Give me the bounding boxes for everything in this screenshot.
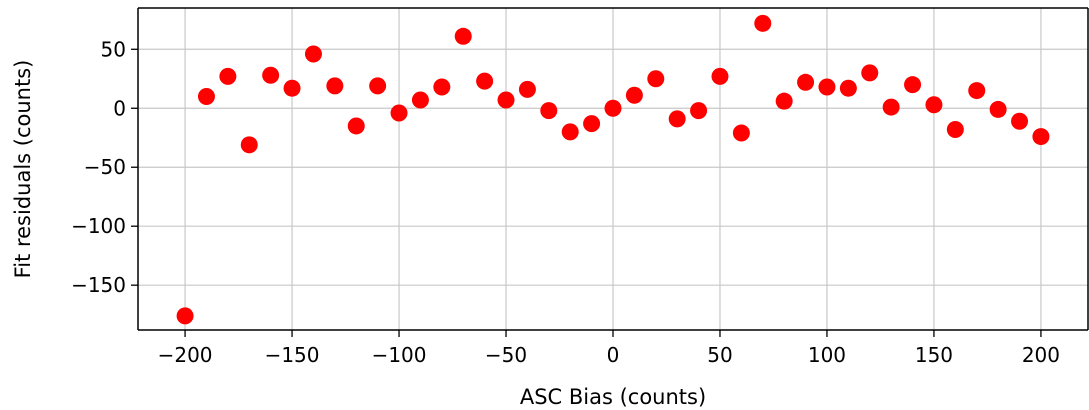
x-tick-label: −50 [485,343,527,367]
y-tick-label: −50 [84,155,126,179]
y-tick-label: −100 [71,214,126,238]
data-point [711,67,729,85]
data-point [647,70,665,88]
data-point [283,79,301,97]
y-tick-label: 0 [113,96,126,120]
x-tick-label: −200 [158,343,213,367]
y-tick-label: −150 [71,273,126,297]
data-point [861,64,879,82]
data-point [1032,128,1050,146]
data-points [176,14,1050,325]
data-point [197,87,215,105]
data-point [433,78,451,96]
data-point [497,91,515,109]
x-tick-label: 50 [707,343,732,367]
data-point [968,82,986,100]
data-point [904,76,922,94]
x-tick-label: −100 [372,343,427,367]
data-point [882,98,900,116]
x-tick-label: 100 [808,343,846,367]
data-point [411,91,429,109]
x-tick-label: 200 [1022,343,1060,367]
data-point [839,79,857,97]
ticks: −200 −150 −100 −50 0 50 100 150 200 −150 −100 −50 0 5… [71,37,1060,367]
data-point [604,99,622,117]
data-point [326,77,344,95]
x-tick-label: −150 [265,343,320,367]
data-point [668,110,686,128]
data-point [690,102,708,120]
data-point [754,14,772,32]
data-point [476,72,494,90]
data-point [989,100,1007,118]
data-point [390,104,408,122]
data-point [262,66,280,84]
data-point [775,92,793,110]
data-point [347,117,365,135]
data-point [625,86,643,104]
data-point [240,136,258,154]
data-point [925,96,943,114]
data-point [1011,112,1029,130]
data-point [561,123,579,141]
x-tick-label: 150 [915,343,953,367]
data-point [518,80,536,98]
data-point [946,120,964,138]
x-axis-label: ASC Bias (counts) [520,385,706,409]
data-point [176,307,194,325]
data-point [219,67,237,85]
x-tick-label: 0 [607,343,620,367]
grid [138,8,1088,330]
data-point [369,77,387,95]
data-point [304,45,322,63]
y-axis-label: Fit residuals (counts) [11,60,35,279]
data-point [454,27,472,45]
data-point [583,115,601,133]
y-tick-label: 50 [101,37,126,61]
data-point [540,102,558,120]
data-point [818,78,836,96]
data-point [797,73,815,91]
data-point [732,124,750,142]
